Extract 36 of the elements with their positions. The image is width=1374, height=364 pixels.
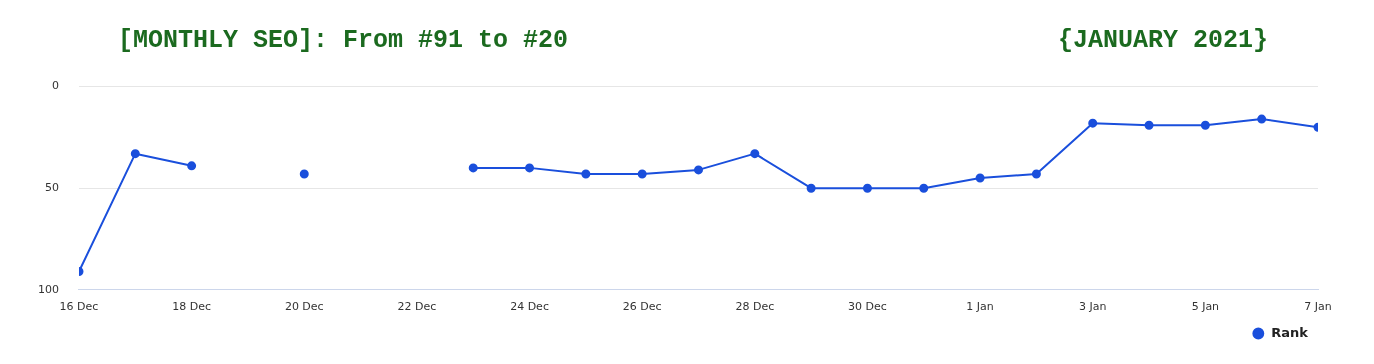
point bbox=[862, 183, 872, 193]
x-tick-label: 5 Jan bbox=[1191, 300, 1220, 314]
y-tick-label: 0 bbox=[52, 79, 59, 93]
point bbox=[637, 169, 647, 179]
x-tick-label: 16 Dec bbox=[59, 300, 99, 314]
chart-subtitle: {JANUARY 2021} bbox=[1057, 26, 1268, 57]
point bbox=[1088, 118, 1098, 128]
x-tick-label: 30 Dec bbox=[848, 300, 887, 314]
legend-label: Rank bbox=[1271, 324, 1309, 340]
point bbox=[1257, 114, 1267, 124]
x-tick-label: 22 Dec bbox=[397, 300, 437, 314]
x-tick-label: 28 Dec bbox=[735, 300, 775, 314]
point bbox=[750, 149, 760, 159]
y-tick-label: 100 bbox=[38, 282, 59, 296]
point bbox=[581, 169, 591, 179]
chart-title: [MONTHLY SEO]: From #91 to #20 bbox=[118, 26, 569, 57]
point bbox=[694, 165, 703, 175]
x-tick-label: 20 Dec bbox=[284, 300, 324, 314]
point bbox=[130, 149, 140, 159]
point bbox=[1031, 169, 1041, 179]
point bbox=[975, 173, 985, 183]
point bbox=[187, 161, 197, 171]
point bbox=[468, 163, 478, 173]
x-tick-label: 1 Jan bbox=[966, 300, 994, 314]
point bbox=[806, 183, 816, 193]
point bbox=[1144, 120, 1154, 130]
x-tick-label: 7 Jan bbox=[1304, 300, 1332, 314]
point bbox=[525, 163, 535, 173]
point bbox=[1200, 120, 1210, 130]
point bbox=[299, 169, 309, 179]
x-tick-label: 3 Jan bbox=[1079, 300, 1107, 314]
x-tick-label: 26 Dec bbox=[622, 300, 662, 314]
x-tick-label: 18 Dec bbox=[172, 300, 212, 314]
y-tick-label: 50 bbox=[45, 181, 59, 195]
x-tick-label: 24 Dec bbox=[510, 300, 549, 314]
point bbox=[919, 183, 929, 193]
